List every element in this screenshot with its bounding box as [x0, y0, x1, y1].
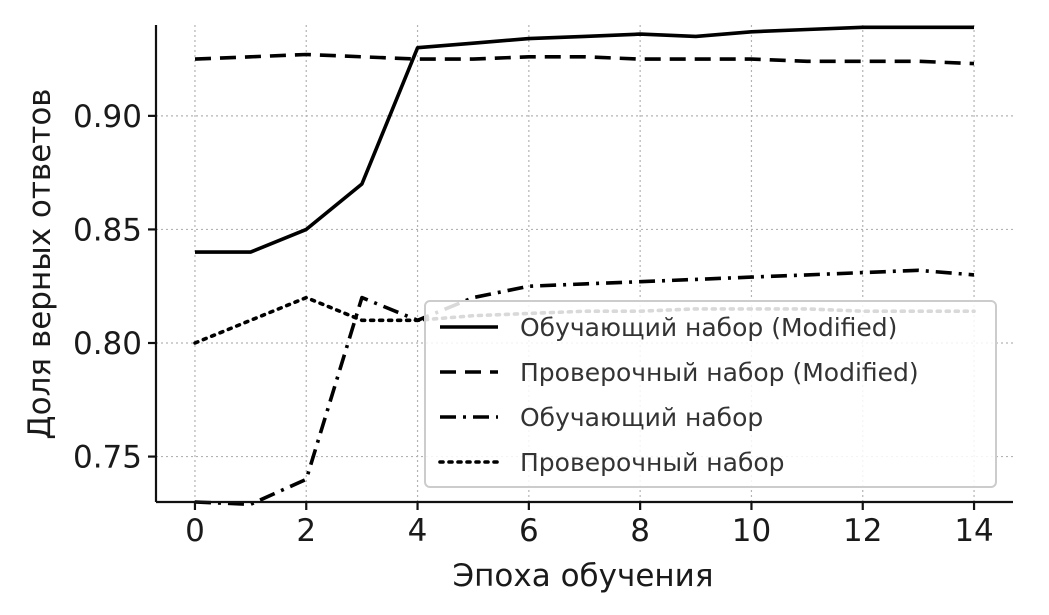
y-tick-label: 0.75 [73, 440, 142, 476]
x-tick-label: 10 [732, 513, 771, 549]
series-line-dashdot [194, 268, 975, 507]
y-tick-label: 0.85 [73, 212, 142, 248]
legend-label: Обучающий набор [520, 403, 763, 432]
legend: Обучающий набор (Modified) Проверочный на… [424, 300, 997, 488]
x-tick-label: 4 [408, 513, 428, 549]
legend-label: Проверочный набор [520, 448, 785, 477]
x-tick-label: 2 [296, 513, 316, 549]
x-axis-label: Эпоха обучения [453, 558, 714, 594]
x-tick-label: 14 [954, 513, 993, 549]
series-lines [193, 25, 976, 507]
y-axis-label: Доля верных ответов [22, 88, 58, 439]
y-tick-label: 0.90 [73, 99, 142, 135]
x-tick-label: 0 [185, 513, 205, 549]
ticks: 0 2 4 6 8 10 12 14 0.75 0.80 0.85 0.90 [73, 99, 994, 549]
legend-label: Проверочный набор (Modified) [520, 358, 919, 387]
y-tick-label: 0.80 [73, 326, 142, 362]
legend-box [424, 300, 997, 488]
series-line-dashed [194, 52, 975, 66]
x-tick-label: 8 [630, 513, 650, 549]
x-tick-label: 6 [519, 513, 539, 549]
x-tick-label: 12 [843, 513, 882, 549]
axes [154, 25, 1013, 504]
series-line-solid [195, 25, 974, 254]
legend-label: Обучающий набор (Modified) [520, 313, 897, 342]
